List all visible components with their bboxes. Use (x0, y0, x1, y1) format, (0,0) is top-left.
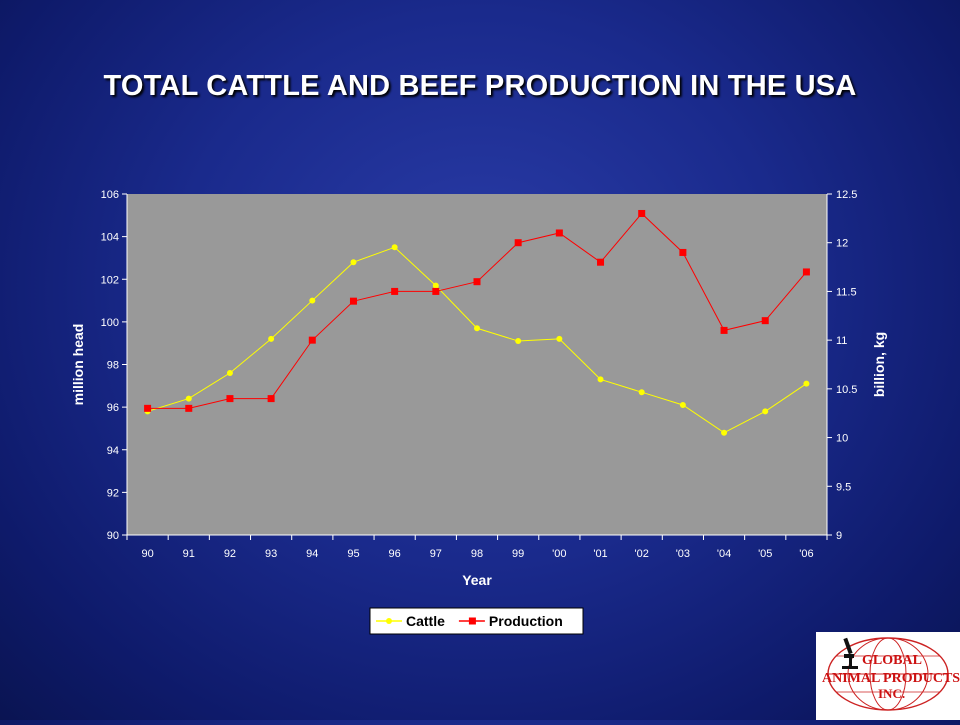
x-tick-label: 91 (183, 548, 195, 560)
microscope-icon (842, 637, 858, 669)
data-point-production (761, 317, 769, 325)
data-point-production (802, 268, 810, 276)
series-cattle (144, 244, 810, 436)
data-point-production (226, 395, 234, 403)
x-tick-label: '02 (635, 548, 649, 560)
legend-marker-cattle (386, 618, 392, 624)
data-point-production (432, 287, 440, 295)
x-tick-label: '03 (676, 548, 690, 560)
data-point-cattle (803, 380, 810, 387)
y2-tick-label: 11 (836, 335, 847, 347)
globe-icon (827, 637, 949, 711)
x-tick-label: '04 (717, 548, 731, 560)
data-point-production (349, 297, 357, 305)
legend-label-production: Production (489, 613, 563, 629)
data-point-production (638, 209, 646, 217)
x-tick-label: '01 (593, 548, 607, 560)
legend-label-cattle: Cattle (406, 613, 445, 629)
plot-area (127, 194, 827, 535)
x-tick-label: '05 (758, 548, 772, 560)
legend-marker-production (468, 617, 476, 625)
y2-tick-label: 10.5 (836, 384, 857, 396)
y2-tick-label: 10 (836, 433, 848, 445)
data-point-cattle (638, 389, 645, 396)
y-tick-label: 94 (107, 445, 119, 457)
logo-line-1: GLOBAL (862, 653, 922, 668)
company-logo: GLOBAL ANIMAL PRODUCTS INC. (816, 632, 960, 720)
y2-tick-label: 12 (836, 238, 848, 250)
y-tick-label: 98 (107, 360, 119, 372)
y-tick-label: 104 (101, 232, 119, 244)
y-tick-label: 96 (107, 402, 119, 414)
y2-axis-title: billion, kg (871, 332, 887, 397)
y2-tick-label: 9.5 (836, 481, 851, 493)
data-point-cattle (350, 259, 357, 266)
x-tick-label: 96 (389, 548, 401, 560)
data-point-production (720, 326, 728, 334)
data-point-cattle (268, 335, 275, 342)
x-tick-label: 92 (224, 548, 236, 560)
data-point-cattle (309, 297, 316, 304)
data-point-cattle (721, 429, 728, 436)
x-tick-label: '06 (799, 548, 813, 560)
x-tick-label: 95 (347, 548, 359, 560)
x-tick-label: 97 (430, 548, 442, 560)
data-point-production (679, 248, 687, 256)
data-point-cattle (515, 338, 522, 345)
data-point-production (473, 278, 481, 286)
data-point-cattle (185, 395, 192, 402)
x-tick-label: 99 (512, 548, 524, 560)
data-point-cattle (762, 408, 769, 415)
data-point-cattle (474, 325, 480, 332)
data-point-cattle (391, 244, 398, 251)
data-point-production (391, 287, 399, 295)
data-point-production (308, 336, 316, 344)
y-tick-label: 102 (101, 274, 119, 286)
data-point-cattle (432, 282, 439, 289)
data-point-production (267, 395, 275, 403)
data-point-production (514, 239, 522, 247)
data-point-production (144, 404, 152, 412)
series-production (144, 209, 810, 412)
y2-tick-label: 12.5 (836, 189, 857, 201)
data-point-cattle (556, 335, 563, 342)
y-tick-label: 100 (101, 317, 119, 329)
y-axis-title: million head (70, 324, 86, 406)
y-tick-label: 90 (107, 530, 119, 542)
data-point-production (555, 229, 563, 237)
y-tick-label: 106 (101, 189, 119, 201)
x-axis-title: Year (462, 572, 492, 588)
y2-tick-label: 11.5 (836, 286, 857, 298)
data-point-cattle (679, 401, 686, 408)
x-tick-label: 94 (306, 548, 318, 560)
x-tick-label: 98 (471, 548, 483, 560)
x-tick-label: '00 (552, 548, 566, 560)
data-point-production (597, 258, 605, 266)
logo-line-2: ANIMAL PRODUCTS (822, 671, 960, 686)
y2-tick-label: 9 (836, 530, 842, 542)
y-tick-label: 92 (107, 487, 119, 499)
data-point-cattle (597, 376, 604, 383)
logo-line-3: INC. (878, 686, 905, 701)
data-point-production (185, 404, 193, 412)
data-point-cattle (226, 370, 233, 377)
slide-title: TOTAL CATTLE AND BEEF PRODUCTION IN THE … (103, 70, 857, 102)
x-tick-label: 90 (141, 548, 153, 560)
x-tick-label: 93 (265, 548, 277, 560)
